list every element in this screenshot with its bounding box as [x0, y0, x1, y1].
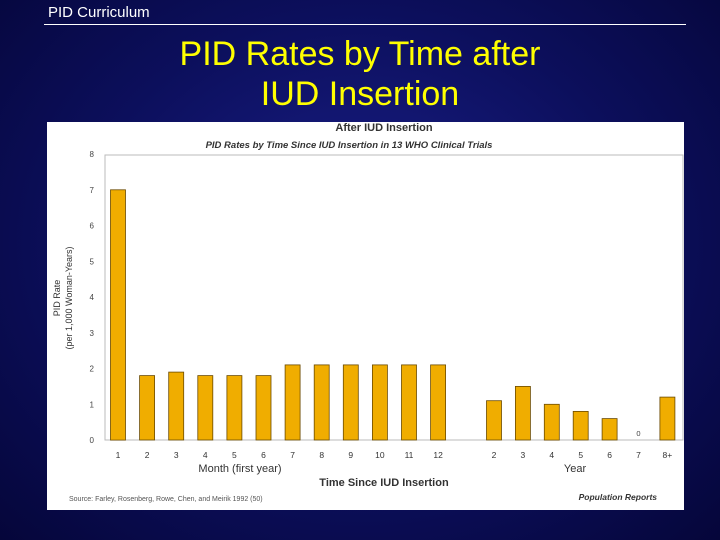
bar-chart: After IUD Insertion PID Rates by Time Si…	[52, 122, 684, 503]
x-tick-label: 6	[607, 450, 612, 460]
slide-title-line-1: PID Rates by Time after	[179, 35, 541, 73]
bar	[110, 189, 126, 441]
slide-title: PID Rates by Time after IUD Insertion	[0, 34, 720, 114]
bar	[572, 410, 589, 441]
bar	[284, 364, 301, 441]
x-tick-label: 5	[578, 450, 583, 460]
plot-frame	[104, 154, 684, 441]
chart-subtitle: PID Rates by Time Since IUD Insertion in…	[206, 140, 493, 151]
y-tick-label: 6	[90, 222, 95, 231]
y-tick-label: 3	[90, 329, 95, 338]
y-axis-label-line-1: PID Rate	[52, 280, 62, 317]
x-group-label-months: Month (first year)	[198, 463, 281, 475]
bar	[514, 385, 531, 441]
x-tick-label: 6	[261, 450, 266, 460]
x-tick-label: 2	[492, 450, 497, 460]
bar	[139, 375, 155, 441]
bar	[197, 375, 214, 441]
x-tick-label: 5	[232, 450, 237, 460]
x-tick-label: 10	[375, 450, 385, 460]
y-tick-label: 5	[90, 257, 95, 266]
y-tick-label: 0	[90, 436, 95, 445]
y-tick-label: 8	[90, 150, 95, 159]
x-tick-label: 8+	[663, 450, 673, 460]
y-tick-label: 2	[90, 365, 95, 374]
x-tick-label: 1	[116, 450, 121, 460]
x-tick-label: 9	[348, 450, 353, 460]
bars: 0	[110, 189, 676, 441]
y-tick-label: 1	[90, 400, 95, 409]
x-axis-title: Time Since IUD Insertion	[319, 477, 449, 489]
bar	[226, 375, 243, 441]
x-tick-label: 11	[405, 450, 414, 460]
bar	[543, 403, 560, 441]
bar	[430, 364, 447, 441]
x-axis-ticks: 1 2 3 4 5 6 7 8 9 10 11 12 2 3 4 5 6 7 8+	[116, 450, 673, 460]
bar	[168, 371, 185, 441]
x-tick-label: 3	[521, 450, 526, 460]
x-tick-label: 12	[433, 450, 443, 460]
header-label: PID Curriculum	[48, 4, 150, 21]
bar	[601, 418, 618, 441]
bar	[371, 364, 388, 441]
bar	[486, 400, 502, 441]
x-tick-label: 4	[203, 450, 208, 460]
y-axis-label-line-2: (per 1,000 Woman-Years)	[64, 246, 74, 349]
header-rule	[44, 24, 686, 25]
x-tick-label: 7	[290, 450, 295, 460]
bar	[659, 396, 676, 441]
x-tick-label: 3	[174, 450, 179, 460]
chart-title: After IUD Insertion	[335, 122, 432, 134]
y-tick-label: 7	[90, 186, 95, 195]
chart-figure: After IUD Insertion PID Rates by Time Si…	[47, 122, 684, 510]
bar	[313, 364, 330, 441]
source-note: Source: Farley, Rosenberg, Rowe, Chen, a…	[69, 496, 263, 503]
x-tick-label: 2	[145, 450, 150, 460]
x-tick-label: 4	[549, 450, 554, 460]
slide-title-line-2: IUD Insertion	[260, 75, 460, 113]
x-tick-label: 7	[636, 450, 641, 460]
y-axis-ticks: 0 1 2 3 4 5 6 7 8	[90, 150, 95, 445]
bar	[401, 364, 417, 441]
data-label: 0	[636, 429, 640, 438]
bar	[342, 364, 359, 441]
x-group-label-years: Year	[564, 463, 587, 475]
x-tick-label: 8	[319, 450, 324, 460]
bar	[255, 375, 272, 441]
publisher-label: Population Reports	[579, 492, 658, 502]
y-tick-label: 4	[90, 293, 95, 302]
